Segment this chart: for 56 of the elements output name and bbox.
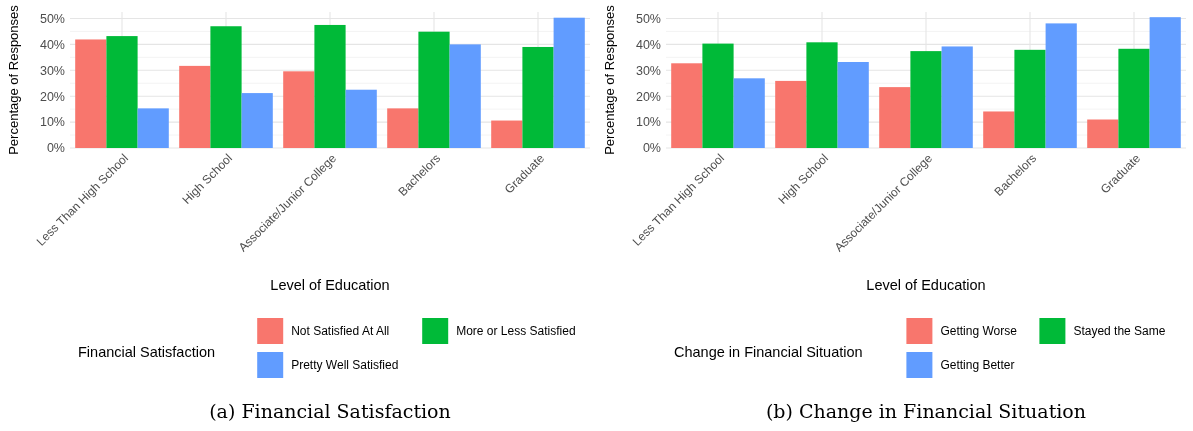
bar bbox=[137, 108, 169, 148]
y-tick-label: 40% bbox=[39, 37, 65, 52]
x-axis-title: Level of Education bbox=[270, 277, 390, 293]
bar bbox=[837, 62, 869, 148]
y-tick-label: 40% bbox=[635, 37, 661, 52]
y-tick-label: 10% bbox=[39, 115, 65, 130]
legend-title: Financial Satisfaction bbox=[78, 344, 216, 361]
bar bbox=[449, 44, 481, 148]
bar bbox=[314, 24, 346, 148]
legend-title: Change in Financial Situation bbox=[674, 344, 863, 361]
text: (a) Financial Satisfaction bbox=[209, 400, 451, 422]
legend-label: Pretty Well Satisfied bbox=[291, 358, 399, 373]
bar bbox=[910, 51, 942, 148]
legend-label: Stayed the Same bbox=[1073, 324, 1166, 339]
bar bbox=[702, 43, 734, 148]
bar bbox=[418, 31, 450, 148]
y-tick-label: 20% bbox=[635, 89, 661, 104]
x-axis-title: Level of Education bbox=[866, 277, 986, 293]
legend-label: More or Less Satisfied bbox=[456, 324, 576, 339]
y-tick-label: 20% bbox=[39, 89, 65, 104]
bar bbox=[775, 80, 807, 148]
legend-label: Not Satisfied At All bbox=[291, 324, 390, 339]
bar bbox=[983, 111, 1015, 148]
bar bbox=[879, 87, 911, 148]
bar bbox=[806, 42, 838, 148]
bar bbox=[1087, 119, 1119, 148]
bar bbox=[1014, 49, 1046, 148]
bar bbox=[941, 46, 973, 148]
bar bbox=[179, 65, 211, 148]
y-axis-title: Percentage of Responses bbox=[602, 4, 617, 155]
bar bbox=[671, 63, 703, 148]
bar bbox=[345, 89, 377, 148]
y-tick-label: 30% bbox=[635, 63, 661, 78]
y-tick-label: 50% bbox=[39, 11, 65, 26]
bar bbox=[283, 71, 315, 148]
y-axis-title: Percentage of Responses bbox=[6, 4, 21, 155]
bar bbox=[1045, 23, 1077, 148]
bar bbox=[210, 26, 242, 148]
y-tick-label: 0% bbox=[642, 141, 661, 156]
bar bbox=[1149, 17, 1181, 148]
legend-label: Getting Worse bbox=[940, 324, 1018, 339]
y-tick-label: 0% bbox=[46, 141, 65, 156]
bar bbox=[553, 17, 585, 148]
text: (b) Change in Financial Situation bbox=[765, 400, 1087, 422]
bar bbox=[75, 39, 107, 148]
bar bbox=[491, 120, 523, 148]
legend-label: Getting Better bbox=[940, 358, 1015, 373]
y-tick-label: 30% bbox=[39, 63, 65, 78]
bar bbox=[733, 78, 765, 148]
bar bbox=[241, 93, 273, 148]
bar bbox=[1118, 48, 1150, 148]
bar bbox=[106, 36, 138, 148]
bar bbox=[387, 108, 419, 148]
y-tick-label: 10% bbox=[635, 115, 661, 130]
bar bbox=[522, 46, 554, 148]
y-tick-label: 50% bbox=[635, 11, 661, 26]
